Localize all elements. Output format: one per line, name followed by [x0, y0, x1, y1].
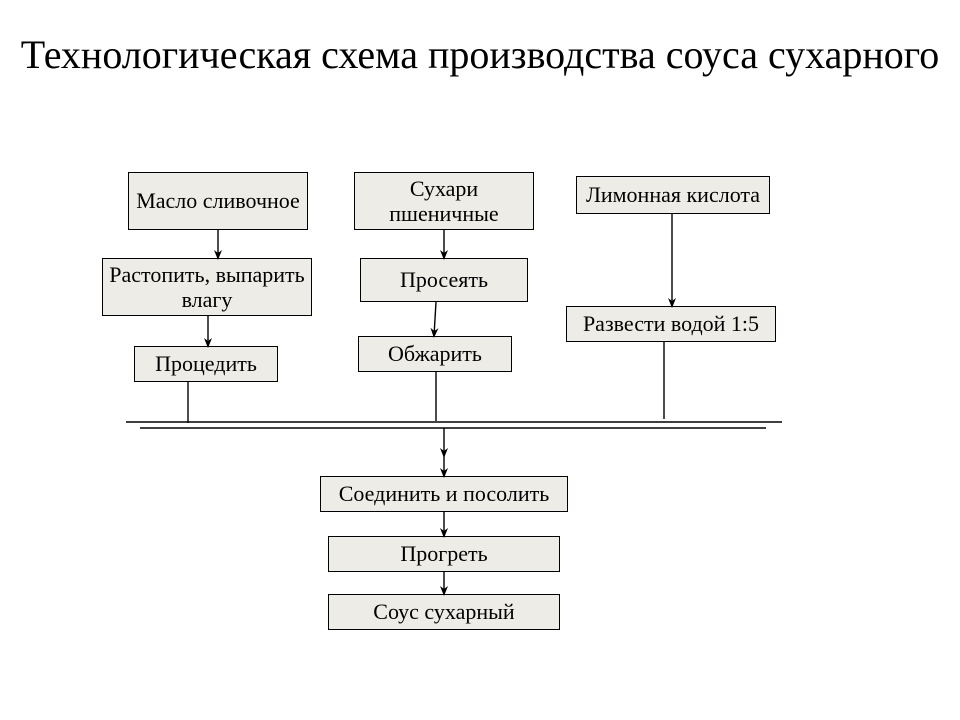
node-heat: Прогреть [328, 536, 560, 572]
node-sift: Просеять [360, 258, 528, 302]
node-sauce: Соус сухарный [328, 594, 560, 630]
node-label: Развести водой 1:5 [583, 311, 759, 336]
node-butter: Масло сливочное [128, 172, 308, 230]
node-acid: Лимонная кислота [576, 176, 770, 214]
node-label: Процедить [155, 351, 257, 376]
node-label: Сухари пшеничные [359, 176, 529, 227]
node-label: Масло сливочное [136, 188, 300, 213]
node-fry: Обжарить [358, 336, 512, 372]
flowchart-canvas: { "title": "Технологическая схема произв… [0, 0, 960, 720]
node-strain: Процедить [134, 346, 278, 382]
node-label: Просеять [400, 267, 488, 292]
node-combine: Соединить и посолить [320, 476, 568, 512]
diagram-title: Технологическая схема производства соуса… [0, 32, 960, 78]
node-label: Прогреть [400, 541, 487, 566]
node-label: Соус сухарный [373, 599, 514, 624]
node-label: Обжарить [388, 341, 482, 366]
node-label: Растопить, выпарить влагу [107, 262, 307, 313]
node-label: Лимонная кислота [586, 182, 760, 207]
node-dilute: Развести водой 1:5 [566, 306, 776, 342]
node-melt: Растопить, выпарить влагу [102, 258, 312, 316]
node-label: Соединить и посолить [339, 481, 550, 506]
node-crumbs: Сухари пшеничные [354, 172, 534, 230]
